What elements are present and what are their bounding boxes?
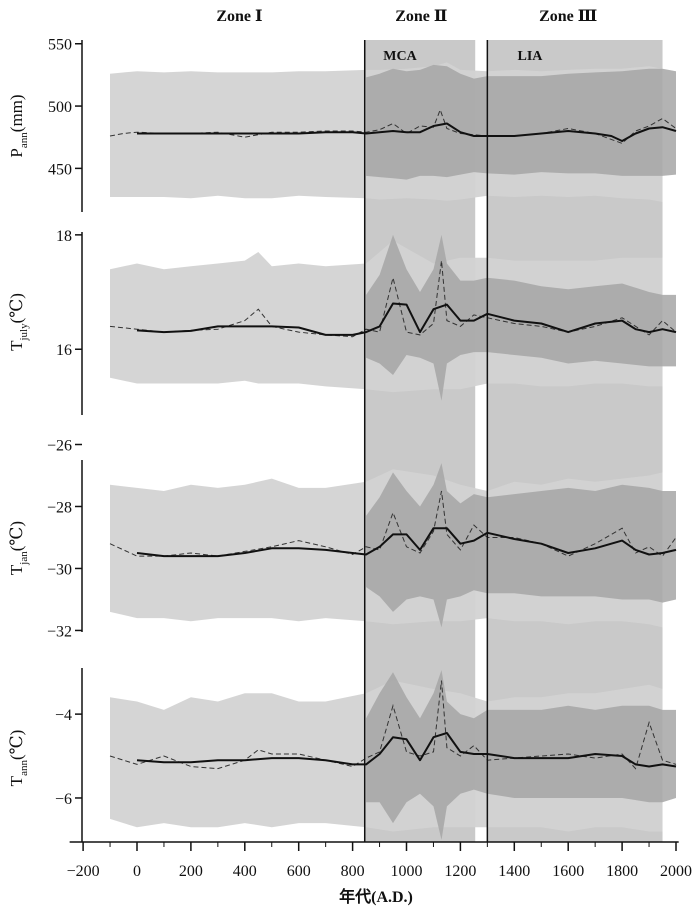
x-tick-label: 600 — [287, 863, 311, 880]
x-tick-label: 1000 — [391, 863, 423, 880]
x-tick-label: 200 — [179, 863, 203, 880]
tjuly-uncertainty-inner — [366, 234, 676, 401]
tann-y-tick-label: −4 — [55, 707, 72, 724]
panel-tann — [109, 670, 677, 840]
period-divider-layer — [363, 40, 489, 842]
tjuly-y-label-unit: (℃) — [7, 293, 26, 323]
tann-y-label: Tann(℃) — [7, 730, 30, 787]
tjan-y-tick-label: −30 — [47, 561, 72, 578]
x-tick-label: 1400 — [498, 863, 530, 880]
tann-y-tick-label: −6 — [55, 791, 72, 808]
tann-y-label-unit: (℃) — [7, 730, 26, 760]
tann-mean-series — [136, 732, 677, 768]
tann-y-label-sub: ann — [18, 760, 30, 776]
panels-layer — [109, 62, 677, 840]
zone-label-1: Zone Ⅰ — [216, 8, 262, 25]
pann-y-label-unit: (mm) — [7, 94, 26, 132]
pann-mean-series — [137, 122, 677, 142]
x-axis-label: 年代(A.D.) — [339, 887, 413, 906]
panel-tjuly — [109, 234, 677, 401]
tann-y-label-main: T — [7, 775, 26, 786]
pann-y-label-main: P — [7, 148, 26, 157]
tjuly-raw-series — [109, 260, 677, 338]
zone-label-2: Zone Ⅱ — [395, 8, 447, 25]
tjan-raw-series — [109, 490, 677, 557]
tjan-y-label-unit: (℃) — [7, 521, 26, 551]
x-tick-label: 1600 — [552, 863, 584, 880]
x-tick-label: 1200 — [444, 863, 476, 880]
pann-y-label-sub: ann — [18, 132, 30, 148]
tjuly-y-label-main: T — [7, 340, 26, 351]
panel-pann — [109, 62, 677, 203]
tjan-y-tick-label: −26 — [47, 438, 72, 455]
panel-tjan — [109, 463, 677, 628]
tjuly-mean-series — [136, 302, 677, 336]
pann-y-tick-label: 550 — [48, 37, 72, 54]
pann-y-tick-label: 500 — [48, 99, 72, 116]
pann-y-label: Pann(mm) — [7, 94, 30, 157]
tjan-y-label-main: T — [7, 564, 26, 575]
x-tick-label: 0 — [133, 863, 141, 880]
tjan-mean-series — [136, 527, 677, 558]
band-label-mca: MCA — [383, 49, 417, 64]
tjan-y-label: Tjan(℃) — [7, 521, 30, 575]
axes-layer: 450 500 550 16 18 −32 −30 −28 −26 −6 −4 −200 0 200 400… — [47, 37, 692, 880]
tjan-y-tick-label: −32 — [47, 623, 72, 640]
x-tick-label: 400 — [233, 863, 257, 880]
x-tick-label: 800 — [341, 863, 365, 880]
labels-layer: Pann(mm)Tjuly(℃)Tjan(℃)Tann(℃)年代(A.D.)Zo… — [7, 8, 597, 906]
x-tick-label: 1800 — [606, 863, 638, 880]
tjuly-y-tick-label: 16 — [56, 342, 72, 359]
tjuly-y-label: Tjuly(℃) — [7, 293, 30, 351]
pann-y-tick-label: 450 — [48, 161, 72, 178]
zone-label-3: Zone Ⅲ — [539, 8, 597, 25]
tjan-y-label-sub: jan — [18, 551, 30, 566]
band-label-lia: LIA — [517, 49, 543, 64]
pann-uncertainty-inner — [366, 64, 676, 180]
tjan-y-tick-label: −28 — [47, 499, 72, 516]
tjuly-y-tick-label: 18 — [56, 228, 72, 245]
x-tick-label: −200 — [67, 863, 100, 880]
x-tick-label: 2000 — [660, 863, 692, 880]
tjuly-y-label-sub: july — [18, 323, 30, 342]
